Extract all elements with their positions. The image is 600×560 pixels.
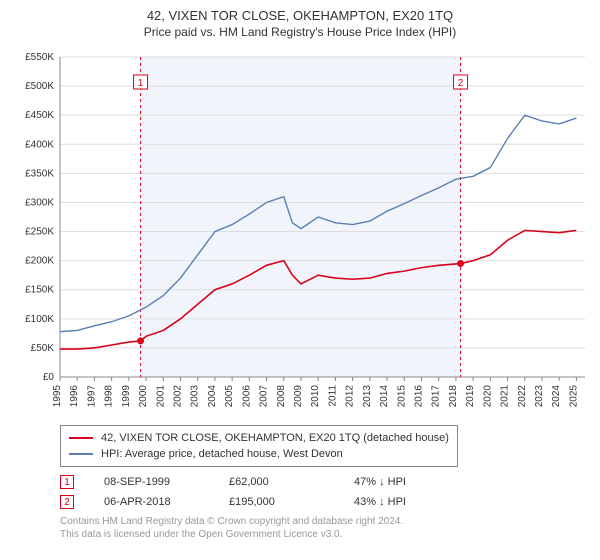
svg-text:2004: 2004 <box>207 385 218 408</box>
svg-text:1: 1 <box>138 78 144 89</box>
svg-text:£150K: £150K <box>25 285 54 296</box>
legend: 42, VIXEN TOR CLOSE, OKEHAMPTON, EX20 1T… <box>60 425 458 467</box>
svg-text:2025: 2025 <box>568 385 579 408</box>
sale-date: 08-SEP-1999 <box>104 476 199 488</box>
sale-badge: 2 <box>60 495 74 509</box>
sale-date: 06-APR-2018 <box>104 496 199 508</box>
svg-text:2005: 2005 <box>224 385 235 408</box>
svg-text:£350K: £350K <box>25 168 54 179</box>
svg-text:£450K: £450K <box>25 110 54 121</box>
svg-text:1998: 1998 <box>104 385 115 408</box>
page-title: 42, VIXEN TOR CLOSE, OKEHAMPTON, EX20 1T… <box>10 8 590 23</box>
sale-delta: 47% ↓ HPI <box>354 476 449 488</box>
svg-text:£250K: £250K <box>25 227 54 238</box>
svg-text:1997: 1997 <box>86 385 97 408</box>
svg-text:£0: £0 <box>43 372 55 383</box>
legend-swatch <box>69 437 93 439</box>
svg-text:2006: 2006 <box>241 385 252 408</box>
svg-text:£50K: £50K <box>31 343 55 354</box>
svg-text:2007: 2007 <box>259 385 270 408</box>
svg-text:2017: 2017 <box>431 385 442 408</box>
svg-text:2000: 2000 <box>138 385 149 408</box>
svg-text:2018: 2018 <box>448 385 459 408</box>
svg-text:2024: 2024 <box>551 385 562 408</box>
svg-text:2020: 2020 <box>482 385 493 408</box>
svg-text:£300K: £300K <box>25 197 54 208</box>
svg-text:2014: 2014 <box>379 385 390 408</box>
svg-text:1996: 1996 <box>69 385 80 408</box>
footer-line2: This data is licensed under the Open Gov… <box>60 528 590 541</box>
sale-row: 2 06-APR-2018 £195,000 43% ↓ HPI <box>60 495 590 509</box>
svg-text:2: 2 <box>458 78 464 89</box>
legend-row: 42, VIXEN TOR CLOSE, OKEHAMPTON, EX20 1T… <box>69 430 449 446</box>
footer: Contains HM Land Registry data © Crown c… <box>60 515 590 541</box>
price-chart: £0 £50K £100K £150K £200K £250K £300K £350K £400… <box>10 47 590 417</box>
svg-text:£100K: £100K <box>25 314 54 325</box>
svg-text:2022: 2022 <box>517 385 528 408</box>
svg-text:2015: 2015 <box>396 385 407 408</box>
legend-label: 42, VIXEN TOR CLOSE, OKEHAMPTON, EX20 1T… <box>101 430 449 446</box>
svg-text:2016: 2016 <box>413 385 424 408</box>
svg-text:2001: 2001 <box>155 385 166 408</box>
svg-text:2012: 2012 <box>345 385 356 408</box>
svg-text:2019: 2019 <box>465 385 476 408</box>
svg-text:2023: 2023 <box>534 385 545 408</box>
svg-text:£500K: £500K <box>25 81 54 92</box>
sale-badge: 1 <box>60 475 74 489</box>
footer-line1: Contains HM Land Registry data © Crown c… <box>60 515 590 528</box>
sale-delta: 43% ↓ HPI <box>354 496 449 508</box>
svg-text:2003: 2003 <box>190 385 201 408</box>
svg-text:2013: 2013 <box>362 385 373 408</box>
page-subtitle: Price paid vs. HM Land Registry's House … <box>10 25 590 39</box>
svg-text:2021: 2021 <box>500 385 511 408</box>
svg-text:1999: 1999 <box>121 385 132 408</box>
sale-row: 1 08-SEP-1999 £62,000 47% ↓ HPI <box>60 475 590 489</box>
legend-row: HPI: Average price, detached house, West… <box>69 446 449 462</box>
svg-text:2008: 2008 <box>276 385 287 408</box>
svg-text:2011: 2011 <box>327 385 338 407</box>
legend-swatch <box>69 453 93 455</box>
svg-text:2009: 2009 <box>293 385 304 408</box>
svg-text:£550K: £550K <box>25 52 54 63</box>
svg-text:£400K: £400K <box>25 139 54 150</box>
sale-price: £195,000 <box>229 496 324 508</box>
svg-text:2002: 2002 <box>172 385 183 408</box>
svg-text:£200K: £200K <box>25 256 54 267</box>
sale-price: £62,000 <box>229 476 324 488</box>
chart-svg: £0 £50K £100K £150K £200K £250K £300K £350K £400… <box>10 47 590 417</box>
svg-text:1995: 1995 <box>52 385 63 408</box>
svg-text:2010: 2010 <box>310 385 321 408</box>
sale-markers-list: 1 08-SEP-1999 £62,000 47% ↓ HPI 2 06-APR-2018… <box>60 475 590 509</box>
legend-label: HPI: Average price, detached house, West… <box>101 446 343 462</box>
